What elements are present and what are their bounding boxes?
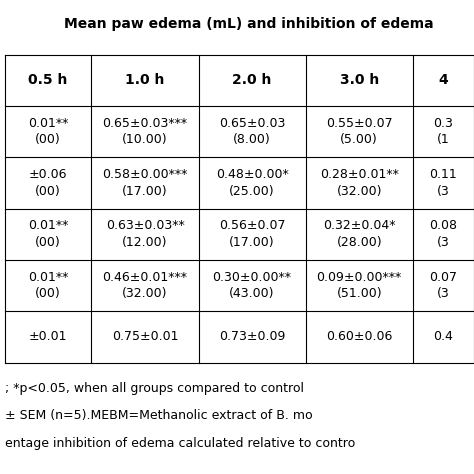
Text: entage inhibition of edema calculated relative to contro: entage inhibition of edema calculated re… bbox=[5, 437, 355, 449]
Text: 0.08
(3: 0.08 (3 bbox=[429, 219, 457, 249]
Text: 0.48±0.00*
(25.00): 0.48±0.00* (25.00) bbox=[216, 168, 289, 198]
Text: 0.01**
(00): 0.01** (00) bbox=[28, 271, 68, 301]
Text: 0.63±0.03**
(12.00): 0.63±0.03** (12.00) bbox=[106, 219, 184, 249]
Text: 0.09±0.00***
(51.00): 0.09±0.00*** (51.00) bbox=[317, 271, 402, 301]
Text: 0.56±0.07
(17.00): 0.56±0.07 (17.00) bbox=[219, 219, 285, 249]
Text: 0.73±0.09: 0.73±0.09 bbox=[219, 330, 285, 344]
Text: 0.01**
(00): 0.01** (00) bbox=[28, 219, 68, 249]
Text: 0.3
(1: 0.3 (1 bbox=[433, 117, 453, 146]
Text: 0.60±0.06: 0.60±0.06 bbox=[326, 330, 392, 344]
Text: Mean paw edema (mL) and inhibition of edema: Mean paw edema (mL) and inhibition of ed… bbox=[64, 17, 434, 31]
Text: ; *p<0.05, when all groups compared to control: ; *p<0.05, when all groups compared to c… bbox=[5, 382, 304, 394]
Text: 1.0 h: 1.0 h bbox=[125, 73, 164, 87]
Text: 0.75±0.01: 0.75±0.01 bbox=[112, 330, 178, 344]
Text: 0.65±0.03***
(10.00): 0.65±0.03*** (10.00) bbox=[102, 117, 188, 146]
Text: ±0.01: ±0.01 bbox=[29, 330, 67, 344]
Text: 0.11
(3: 0.11 (3 bbox=[429, 168, 457, 198]
Text: ± SEM (n=5).MEBM=Methanolic extract of B. mo: ± SEM (n=5).MEBM=Methanolic extract of B… bbox=[5, 409, 312, 422]
Text: 3.0 h: 3.0 h bbox=[339, 73, 379, 87]
Text: 0.46±0.01***
(32.00): 0.46±0.01*** (32.00) bbox=[102, 271, 188, 301]
Text: 0.28±0.01**
(32.00): 0.28±0.01** (32.00) bbox=[320, 168, 399, 198]
Text: 4: 4 bbox=[438, 73, 448, 87]
Text: 0.07
(3: 0.07 (3 bbox=[429, 271, 457, 301]
Text: 0.58±0.00***
(17.00): 0.58±0.00*** (17.00) bbox=[102, 168, 188, 198]
Text: 2.0 h: 2.0 h bbox=[232, 73, 272, 87]
Text: 0.01**
(00): 0.01** (00) bbox=[28, 117, 68, 146]
Text: 0.65±0.03
(8.00): 0.65±0.03 (8.00) bbox=[219, 117, 285, 146]
Text: 0.4: 0.4 bbox=[433, 330, 453, 344]
Text: ±0.06
(00): ±0.06 (00) bbox=[29, 168, 67, 198]
Text: 0.55±0.07
(5.00): 0.55±0.07 (5.00) bbox=[326, 117, 392, 146]
Text: 0.30±0.00**
(43.00): 0.30±0.00** (43.00) bbox=[213, 271, 292, 301]
Text: 0.5 h: 0.5 h bbox=[28, 73, 68, 87]
Text: 0.32±0.04*
(28.00): 0.32±0.04* (28.00) bbox=[323, 219, 395, 249]
